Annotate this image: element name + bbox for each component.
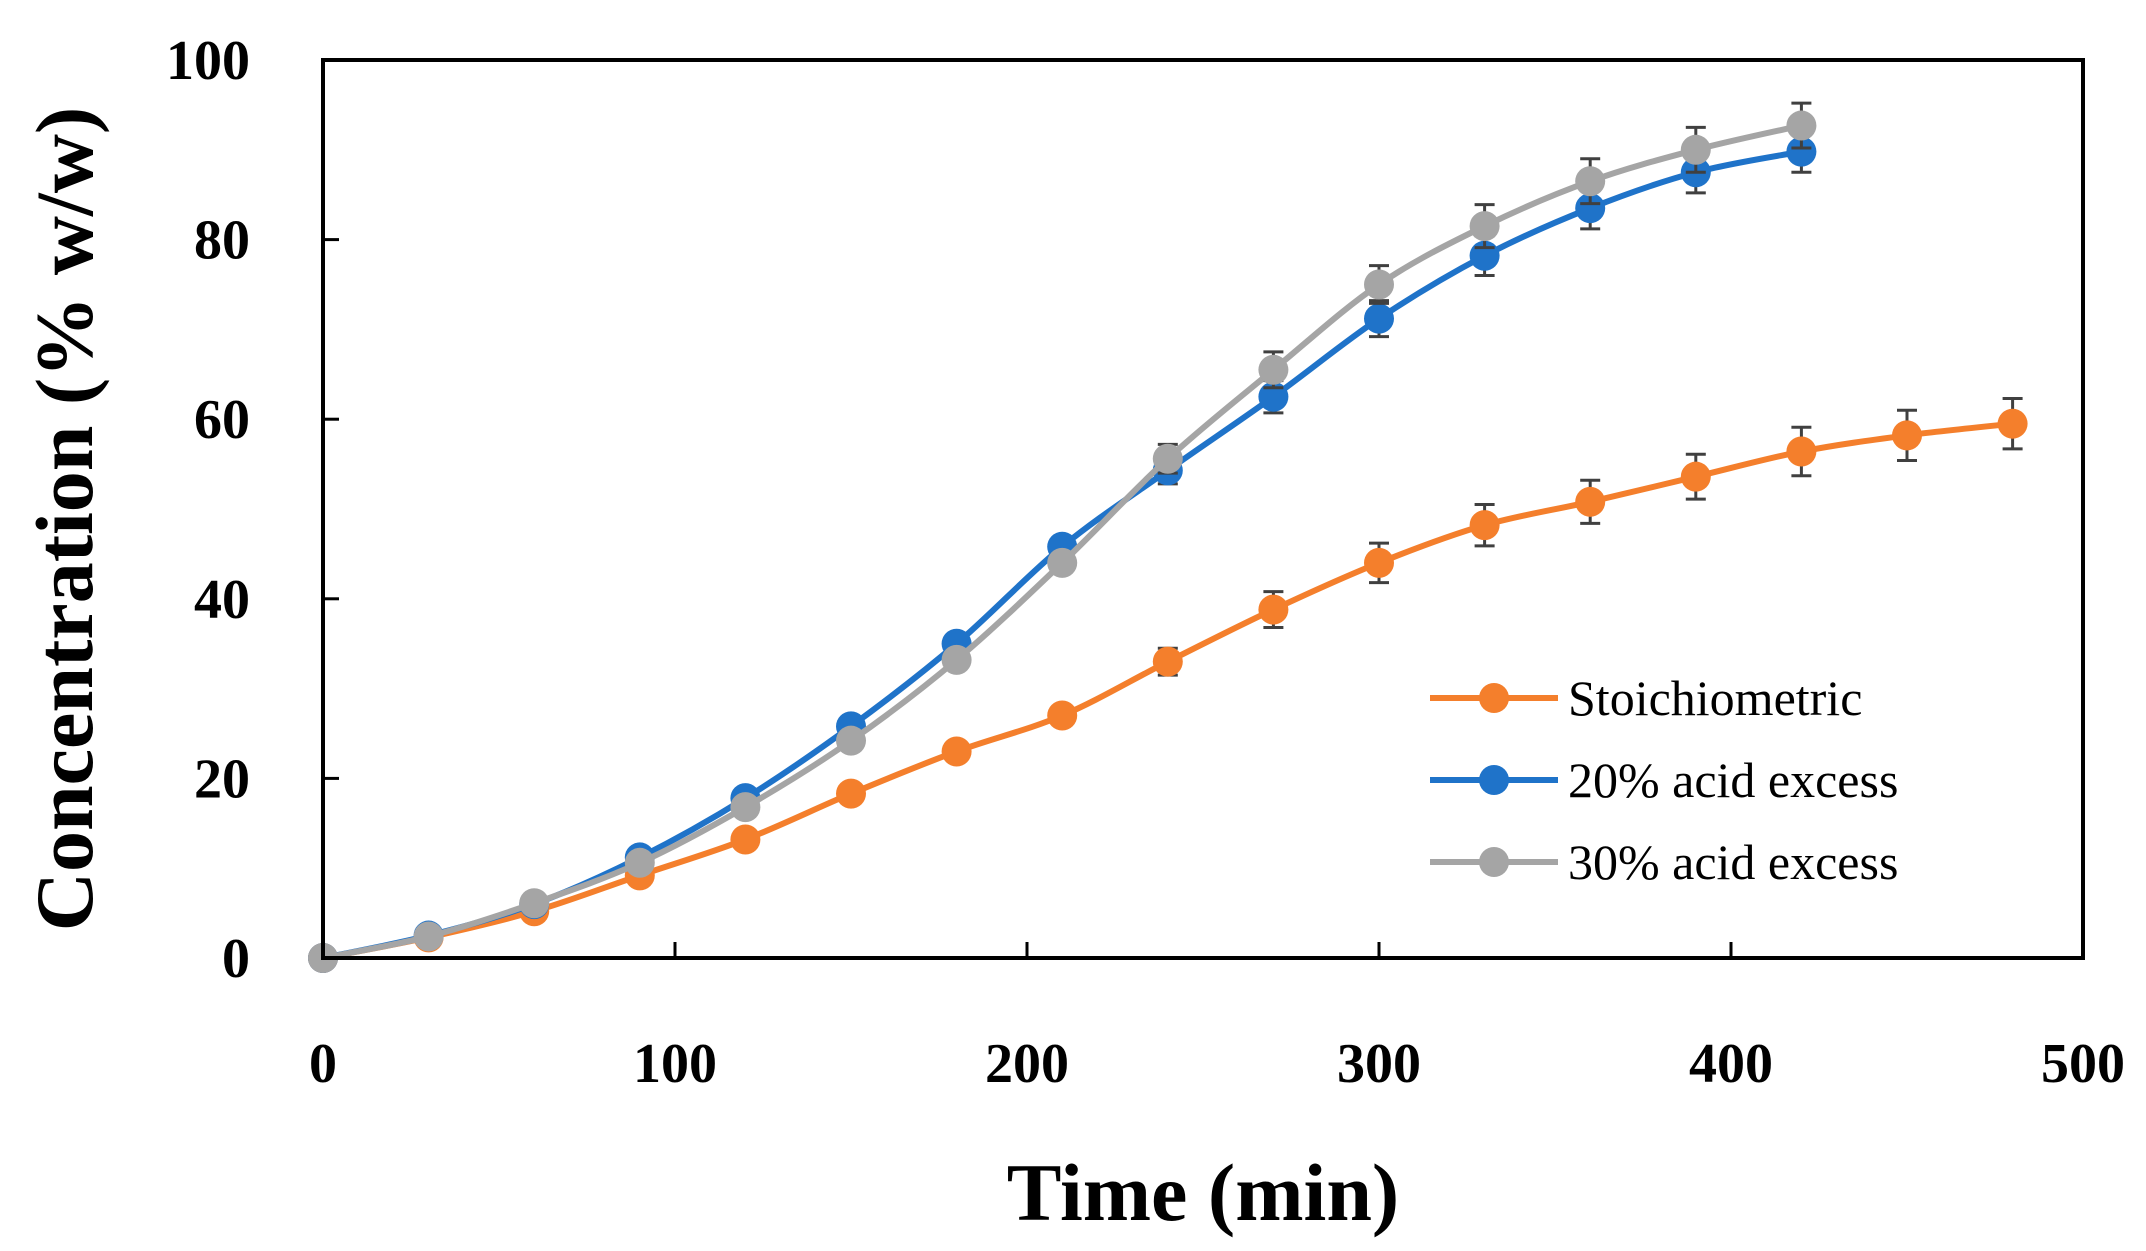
- x-axis-ticks: 0 100 200 300 400 500: [309, 942, 2125, 1095]
- legend-entry: Stoichiometric: [1430, 670, 1862, 726]
- legend-label: Stoichiometric: [1568, 670, 1862, 726]
- data-point: [1047, 547, 1078, 578]
- y-axis-title: Concentration (% w/w): [19, 107, 110, 931]
- data-point: [1469, 510, 1500, 541]
- data-point: [1469, 211, 1500, 242]
- legend-label: 30% acid excess: [1568, 834, 1898, 890]
- legend-swatch-marker: [1479, 847, 1509, 877]
- legend-swatch-marker: [1479, 683, 1509, 713]
- data-point: [624, 847, 655, 878]
- y-tick-label: 0: [222, 928, 250, 990]
- chart-marks-layer: [308, 101, 2028, 973]
- series-stoichiometric: [308, 397, 2028, 973]
- data-point: [413, 921, 444, 952]
- data-point: [836, 725, 866, 756]
- y-tick-label: 100: [166, 30, 250, 92]
- data-point: [1575, 486, 1606, 517]
- legend-label: 20% acid excess: [1568, 752, 1898, 808]
- data-point: [519, 888, 550, 919]
- y-tick-label: 40: [194, 569, 250, 631]
- legend-swatch-marker: [1479, 765, 1509, 795]
- data-point: [1786, 136, 1817, 167]
- legend-entry: 20% acid excess: [1430, 752, 1898, 808]
- y-tick-label: 60: [194, 389, 250, 451]
- data-point: [1364, 303, 1394, 334]
- data-point: [1364, 269, 1394, 300]
- x-tick-label: 100: [633, 1033, 717, 1095]
- data-point: [836, 778, 866, 809]
- data-point: [1152, 443, 1183, 474]
- plot-frame: [321, 58, 2085, 960]
- data-point: [1575, 193, 1606, 224]
- legend-entry: 30% acid excess: [1430, 834, 1898, 890]
- y-tick-label: 20: [194, 748, 250, 810]
- y-tick-label: 80: [194, 210, 250, 272]
- x-tick-label: 300: [1337, 1033, 1421, 1095]
- data-point: [1152, 646, 1183, 677]
- x-tick-label: 200: [985, 1033, 1069, 1095]
- data-point: [1258, 594, 1289, 625]
- x-tick-label: 400: [1689, 1033, 1773, 1095]
- data-point: [1680, 134, 1711, 165]
- series-30-acid-excess: [308, 101, 1817, 973]
- x-tick-label: 0: [309, 1033, 337, 1095]
- data-point: [730, 824, 761, 855]
- data-point: [1047, 700, 1078, 731]
- data-point: [730, 792, 761, 823]
- data-point: [1997, 408, 2028, 439]
- data-point: [1786, 110, 1817, 141]
- data-point: [941, 736, 972, 767]
- data-point: [1680, 461, 1711, 492]
- data-point: [1575, 166, 1606, 197]
- x-axis-title: Time (min): [1007, 1147, 1400, 1238]
- data-point: [941, 644, 972, 675]
- data-point: [1258, 354, 1289, 385]
- data-point: [1892, 420, 1922, 451]
- legend: Stoichiometric 20% acid excess 30% acid ex…: [1430, 670, 1898, 890]
- x-tick-label: 500: [2041, 1033, 2125, 1095]
- data-point: [1364, 547, 1394, 578]
- y-axis-ticks: 0 20 40 60 80 100: [166, 30, 339, 990]
- data-point: [1786, 436, 1817, 467]
